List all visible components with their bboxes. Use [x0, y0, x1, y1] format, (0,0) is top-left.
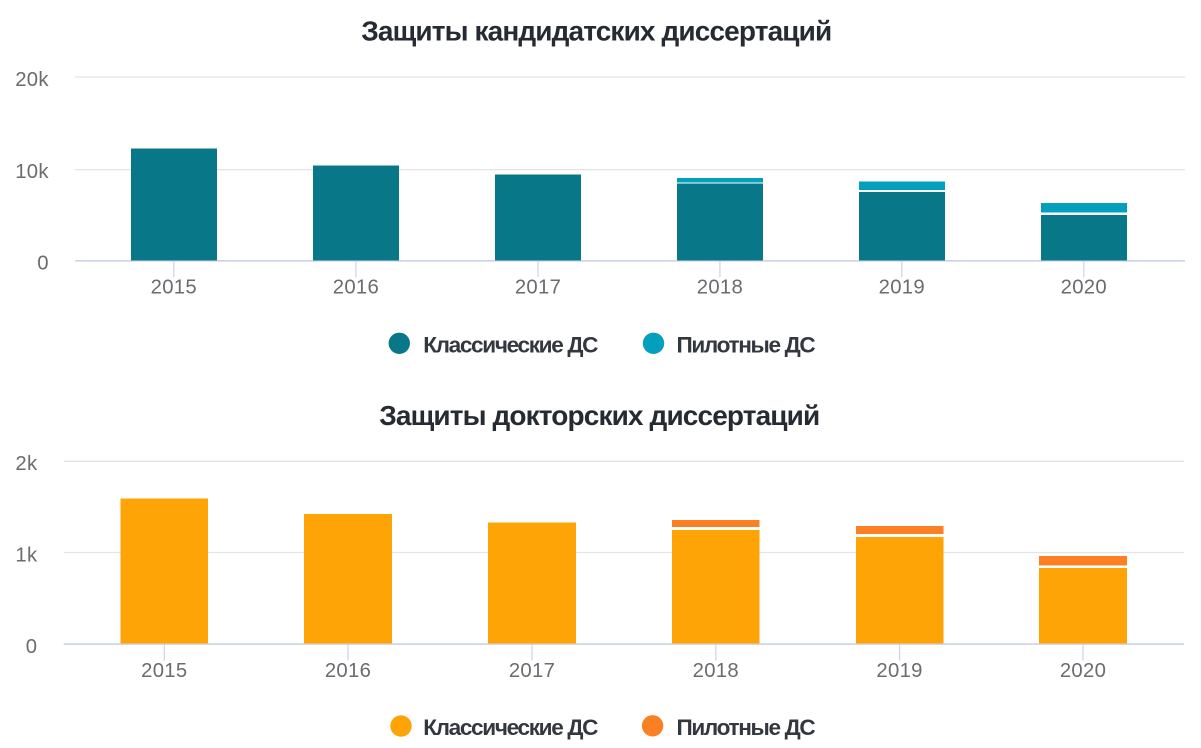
- svg-text:2k: 2k: [15, 453, 38, 475]
- svg-text:1k: 1k: [15, 544, 38, 566]
- svg-text:Классические ДС: Классические ДС: [423, 715, 598, 740]
- svg-text:2018: 2018: [697, 277, 743, 299]
- svg-text:Пилотные ДС: Пилотные ДС: [677, 715, 816, 740]
- svg-text:2015: 2015: [141, 660, 187, 682]
- svg-text:2019: 2019: [876, 660, 922, 682]
- svg-text:2018: 2018: [693, 660, 739, 682]
- svg-text:Пилотные ДС: Пилотные ДС: [677, 332, 816, 357]
- svg-text:2015: 2015: [151, 277, 197, 299]
- svg-text:2017: 2017: [509, 660, 555, 682]
- svg-text:2017: 2017: [515, 277, 561, 299]
- svg-text:2016: 2016: [325, 660, 371, 682]
- svg-text:2019: 2019: [879, 277, 925, 299]
- svg-text:Защиты кандидатских диссертаци: Защиты кандидатских диссертаций: [361, 16, 831, 47]
- svg-text:Защиты докторских диссертаций: Защиты докторских диссертаций: [379, 400, 819, 431]
- svg-text:10k: 10k: [15, 161, 49, 183]
- svg-text:20k: 20k: [15, 69, 49, 91]
- svg-text:2020: 2020: [1061, 277, 1107, 299]
- svg-text:0: 0: [37, 253, 49, 275]
- svg-text:Классические ДС: Классические ДС: [423, 332, 598, 357]
- svg-text:0: 0: [26, 636, 38, 658]
- svg-text:2016: 2016: [333, 277, 379, 299]
- svg-text:2020: 2020: [1060, 660, 1106, 682]
